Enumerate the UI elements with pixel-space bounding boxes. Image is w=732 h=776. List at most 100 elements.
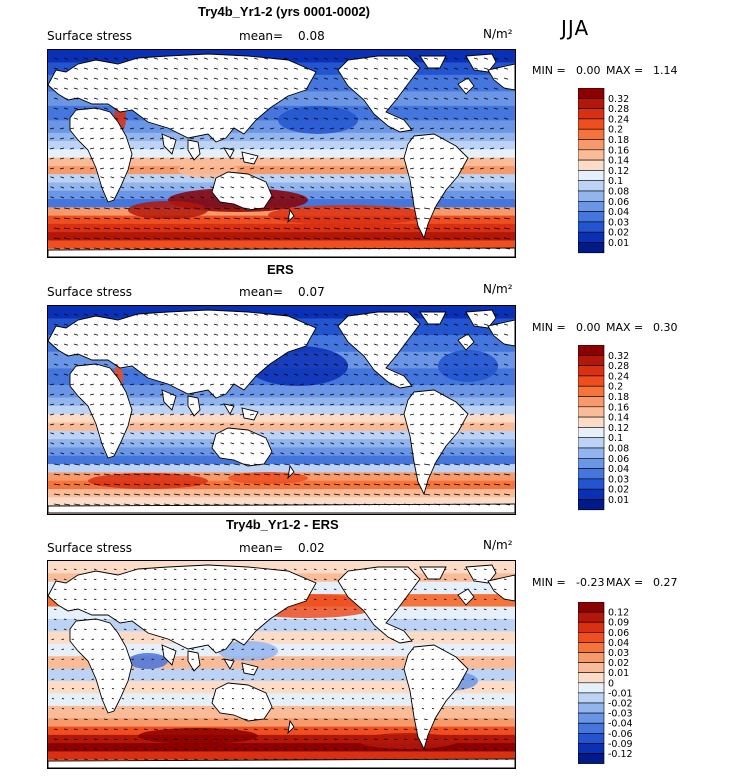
wind-vector [163,588,167,591]
wind-vector [203,608,207,611]
wind-vector [153,343,159,346]
wind-vector [273,343,279,346]
wind-vector [119,393,125,396]
wind-vector [199,167,205,170]
field-band [48,497,515,507]
wind-vector [163,748,168,750]
wind-vector [501,638,505,640]
wind-vector [149,157,155,160]
wind-vector [173,217,181,220]
wind-vector [49,147,55,150]
wind-vector [503,758,508,760]
wind-vector [480,432,485,435]
wind-vector [429,403,435,406]
wind-vector [433,728,438,730]
wind-vector [333,313,339,316]
field-band [48,397,515,407]
wind-vector [253,343,259,346]
wind-vector [300,442,305,445]
wind-vector [183,738,188,740]
wind-vector [441,707,445,710]
wind-vector [343,728,348,730]
wind-vector [233,313,239,316]
wind-vector [190,176,195,179]
wind-vector [293,363,299,366]
wind-vector [413,618,417,621]
wind-vector [143,728,148,730]
wind-vector [153,117,159,120]
wind-vector [333,618,337,621]
wind-vector [259,383,265,386]
wind-vector [231,648,235,650]
wind-vector [113,343,119,346]
wind-vector [91,697,95,700]
wind-vector [263,227,271,230]
wind-vector [349,127,355,130]
wind-vector [69,403,75,406]
wind-vector [370,186,375,189]
wind-vector [173,313,179,316]
wind-vector [463,77,469,80]
wind-vector [473,107,479,110]
wind-vector [290,452,295,455]
wind-vector [73,313,79,316]
wind-vector [383,87,389,90]
wind-vector [53,463,61,466]
field-feature [128,201,208,219]
wind-vector [193,503,201,506]
wind-vector [483,588,487,591]
wind-vector [349,413,355,416]
wind-vector [423,598,427,601]
wind-vector [251,687,255,690]
wind-vector [60,432,65,435]
wind-vector [403,353,409,356]
wind-vector [291,687,295,690]
wind-vector [163,463,171,466]
wind-vector [379,137,385,140]
wind-vector [439,403,445,406]
wind-vector [81,668,85,670]
wind-vector [293,227,301,230]
wind-vector [403,343,409,346]
wind-vector [133,608,137,611]
wind-vector [160,452,165,455]
wind-vector [169,383,175,386]
wind-vector [273,588,277,591]
wind-vector [189,137,195,140]
wind-vector [283,57,289,60]
wind-vector [273,758,278,760]
wind-vector [273,77,279,80]
wind-vector [53,568,57,571]
season-label: JJA [561,16,590,40]
wind-vector [441,697,445,700]
wind-vector [163,107,169,110]
wind-vector [401,658,405,660]
wind-vector [221,658,225,660]
wind-vector [393,738,398,740]
wind-vector [309,383,315,386]
wind-vector [399,127,405,130]
wind-vector [139,147,145,150]
wind-vector [269,383,275,386]
wind-vector [283,313,289,316]
wind-vector [123,87,129,90]
wind-vector [263,107,269,110]
wind-vector [423,628,427,631]
wind-vector [329,413,335,416]
wind-vector [501,668,505,670]
wind-vector [273,463,281,466]
wind-vector [213,323,219,326]
wind-vector [71,638,75,640]
wind-vector [353,568,357,571]
wind-vector [203,237,211,240]
wind-vector [221,668,225,670]
wind-vector [433,313,439,316]
wind-vector [193,758,198,760]
wind-vector [71,687,75,690]
wind-vector [193,608,197,611]
wind-vector [443,97,449,100]
wind-vector [221,707,225,710]
wind-vector [149,393,155,396]
wind-vector [443,87,449,90]
wind-vector [420,432,425,435]
